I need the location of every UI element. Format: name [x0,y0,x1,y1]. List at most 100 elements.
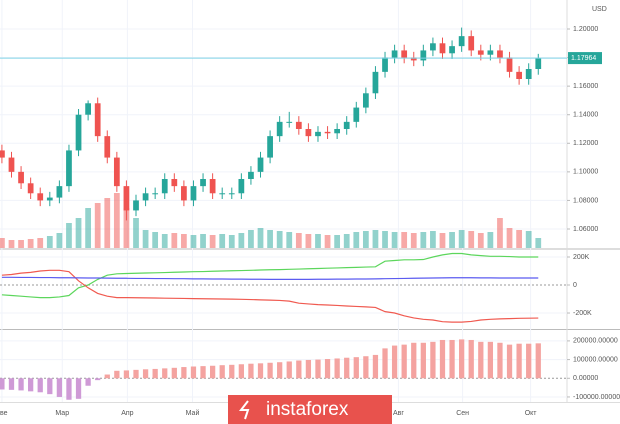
volume-bar [439,233,446,248]
histogram-bar [18,378,24,391]
unit-label: USD [592,6,607,13]
candle-body [123,186,130,211]
histogram-bar [535,343,541,379]
volume-bar [75,218,82,248]
volume-bar [209,235,216,248]
histogram-bar [382,348,388,379]
candle-body [257,157,264,172]
candle-body [75,114,82,151]
candle-body [477,50,484,55]
histogram-bar [66,378,72,400]
histogram-bar [468,339,474,379]
y-tick-label: 200K [573,254,590,261]
candle-body [209,179,216,194]
histogram-bar [391,345,398,379]
candle-body [391,50,398,58]
volume-bar [238,233,245,248]
candle-body [516,71,522,79]
volume-bar [56,233,63,248]
candle-body [439,43,446,54]
volume-bar [171,233,178,248]
histogram-bar [85,378,91,386]
indicator-line [1,252,539,299]
volume-bar [516,230,522,248]
candle-body [458,36,465,47]
candle-body [46,197,53,201]
candle-body [94,103,101,137]
volume-bar [410,233,417,248]
volume-bar [286,232,293,248]
histogram-bar [37,378,43,393]
volume-bar [506,228,513,248]
histogram-bar [8,378,15,390]
candle-body [66,150,72,187]
histogram-bar [75,378,82,399]
volume-bar [219,234,226,248]
volume-bar [85,208,91,248]
volume-bar [276,231,283,248]
volume-bar [142,230,149,248]
candle-body [142,193,149,201]
histogram-bar [526,343,532,379]
histogram-bar [171,367,177,379]
histogram-bar [487,341,494,379]
volume-bar [391,232,398,248]
volume-bar [420,232,427,248]
volume-bar [334,235,341,248]
x-tick-label: Сен [456,410,469,417]
histogram-bar [363,356,369,379]
candle-body [305,129,312,137]
y-tick-label: -100000.00000 [573,394,620,401]
histogram-bar [162,368,168,379]
histogram-bar [439,339,446,379]
volume-bar [8,240,15,248]
histogram-bar [219,365,225,379]
histogram-bar [200,366,206,379]
volume-bar [181,234,187,248]
x-tick-label: Окт [525,410,538,417]
candle-body [286,121,293,123]
volume-bar [37,238,44,248]
volume-bar [190,235,197,248]
candle-body [238,179,245,194]
candle-body [506,57,513,72]
candle-body [18,171,24,184]
candle-body [487,50,494,55]
histogram-bar [152,368,158,379]
volume-bar [123,208,130,248]
watermark-box [228,395,392,424]
volume-bar [305,234,312,248]
histogram-bar [104,374,110,379]
histogram-bar [209,365,216,379]
y-tick-label: 0 [573,282,577,289]
candle-body [324,131,331,134]
candle-body [295,121,302,129]
volume-bar [353,232,360,248]
watermark: instaforex [266,399,349,420]
candle-body [133,200,139,211]
volume-bar [401,232,408,248]
volume-bar [525,231,532,248]
y-tick-label: 1.12000 [573,140,598,147]
histogram-bar [257,363,264,379]
histogram-bar [181,367,187,379]
histogram-bar [411,342,417,379]
volume-bar [468,231,475,248]
y-tick-label: 100000.00000 [573,356,618,363]
candle-body [8,157,15,172]
histogram-bar [296,360,302,379]
candle-body [372,71,379,94]
indicator-line [1,269,539,323]
last-price-label: 1.17964 [571,55,596,62]
volume-bar [94,203,101,248]
histogram-bar [506,344,513,379]
candle-body [468,36,475,51]
volume-bar [343,234,350,248]
y-tick-label: 1.10000 [573,169,598,176]
x-tick-label: Мар [55,410,69,417]
volume-bar [295,233,302,248]
histogram-bar [449,339,455,379]
volume-bar [46,236,53,248]
last-price-box [568,52,602,65]
volume-bar [267,230,273,248]
